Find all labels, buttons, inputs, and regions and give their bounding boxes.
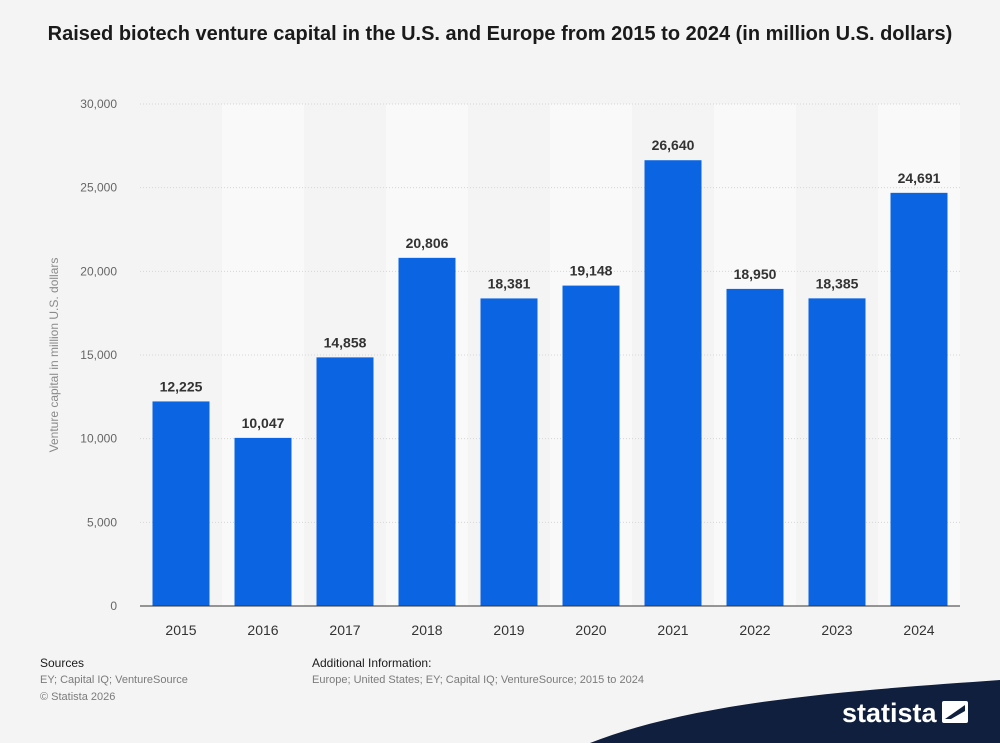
y-tick-label: 15,000 (80, 348, 117, 362)
data-label: 24,691 (898, 170, 941, 186)
statista-logo-icon[interactable] (942, 701, 968, 723)
brand-swoosh (590, 680, 1000, 743)
y-tick-label: 10,000 (80, 432, 117, 446)
additional-info-block: Additional Information: Europe; United S… (312, 655, 644, 689)
data-label: 20,806 (406, 235, 449, 251)
data-label: 12,225 (160, 378, 203, 394)
statista-logo-text[interactable]: statista (842, 698, 938, 728)
x-tick-label: 2024 (903, 622, 934, 638)
bar[interactable] (726, 288, 784, 606)
x-tick-label: 2021 (657, 622, 688, 638)
additional-info-heading: Additional Information: (312, 656, 432, 670)
chart-title: Raised biotech venture capital in the U.… (47, 23, 953, 45)
sources-text[interactable]: EY; Capital IQ; VentureSource (40, 674, 188, 686)
data-label: 18,385 (816, 275, 859, 291)
data-label: 19,148 (570, 263, 613, 279)
data-label: 26,640 (652, 137, 695, 153)
y-tick-label: 5,000 (87, 515, 117, 529)
x-tick-label: 2022 (739, 622, 770, 638)
x-tick-label: 2015 (165, 622, 196, 638)
x-tick-label: 2018 (411, 622, 442, 638)
x-tick-label: 2017 (329, 622, 360, 638)
data-label: 18,381 (488, 275, 531, 291)
data-label: 18,950 (734, 266, 777, 282)
sources-block: Sources EY; Capital IQ; VentureSource © … (40, 655, 188, 706)
y-axis-ticks: 0 5,000 10,000 15,000 20,000 25,000 30,000 (80, 97, 117, 613)
y-axis-label: Venture capital in million U.S. dollars (47, 258, 61, 453)
bar-chart: 0 5,000 10,000 15,000 20,000 25,000 30,000 12,… (47, 97, 960, 638)
y-tick-label: 30,000 (80, 97, 117, 111)
x-tick-label: 2020 (575, 622, 606, 638)
y-tick-label: 20,000 (80, 264, 117, 278)
bar[interactable] (152, 401, 210, 606)
bar[interactable] (316, 357, 374, 606)
sources-heading: Sources (40, 656, 85, 670)
x-axis-ticks: 2015 2016 2017 2018 2019 2020 2021 2022 2023 2024 (165, 622, 934, 638)
bar[interactable] (644, 160, 702, 606)
data-label: 10,047 (242, 415, 285, 431)
y-tick-label: 25,000 (80, 181, 117, 195)
bar[interactable] (562, 285, 620, 606)
x-tick-label: 2019 (493, 622, 524, 638)
bar[interactable] (398, 257, 456, 606)
bars (152, 160, 948, 606)
additional-info-text: Europe; United States; EY; Capital IQ; V… (312, 674, 644, 686)
y-tick-label: 0 (110, 599, 117, 613)
x-tick-label: 2016 (247, 622, 278, 638)
value-labels: 12,225 10,047 14,858 20,806 18,381 19,148 26,6… (160, 137, 941, 431)
bar[interactable] (808, 298, 866, 606)
bar[interactable] (234, 437, 292, 606)
bar[interactable] (890, 192, 948, 606)
data-label: 14,858 (324, 334, 367, 350)
copyright-text: © Statista 2026 (40, 691, 116, 703)
x-tick-label: 2023 (821, 622, 852, 638)
bar[interactable] (480, 298, 538, 606)
